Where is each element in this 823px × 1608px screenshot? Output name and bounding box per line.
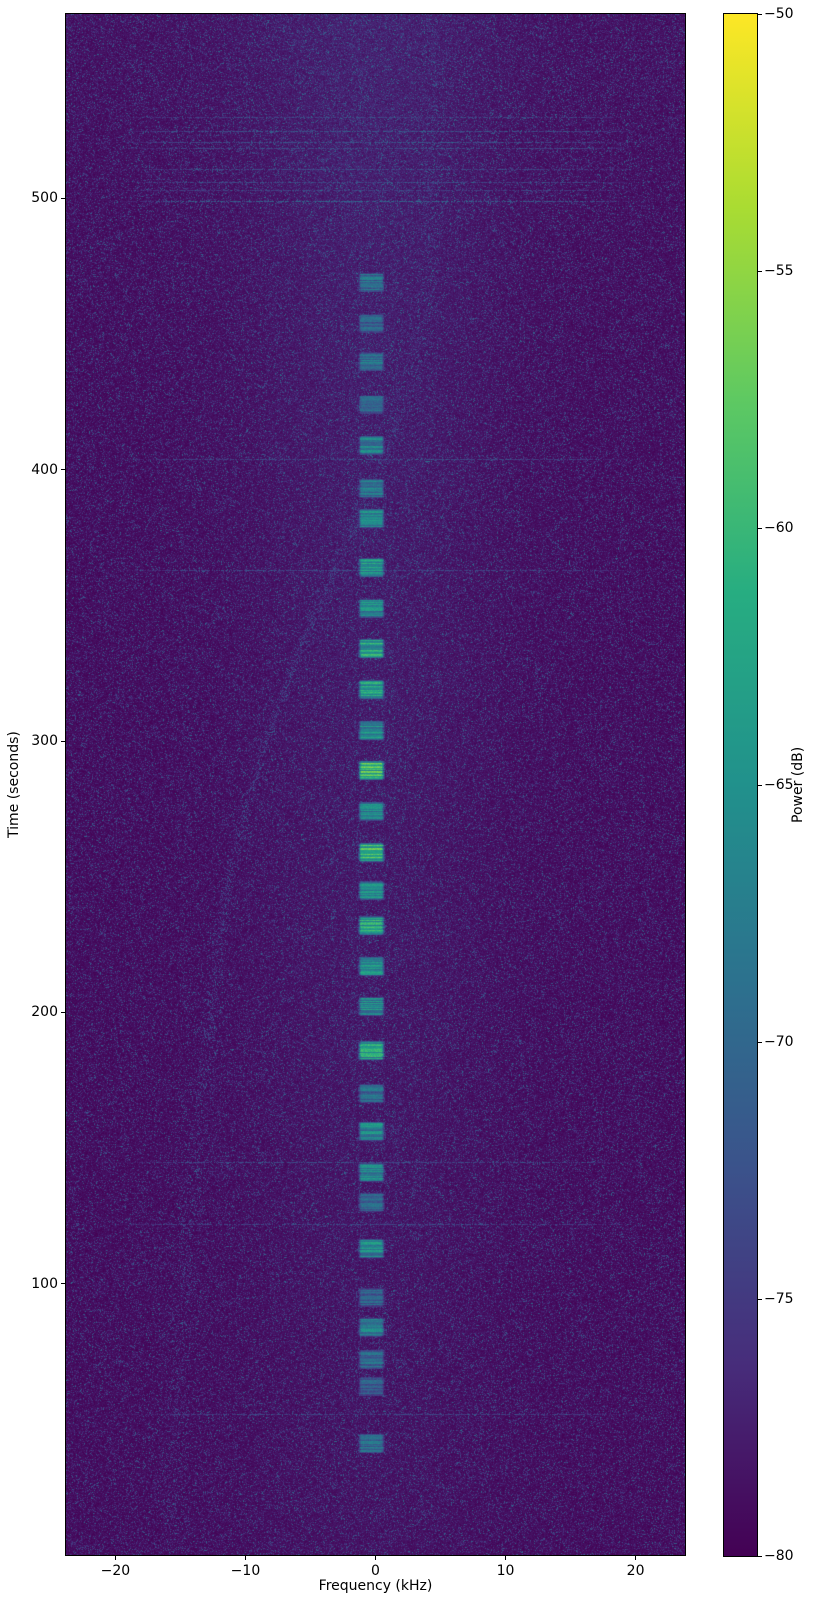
y-axis-label: Time (seconds) [6, 731, 22, 838]
x-tick-label: 10 [496, 1563, 515, 1579]
colorbar-tick-label: −65 [764, 777, 794, 793]
x-tick-mark [114, 1556, 116, 1560]
y-tick-label: 100 [31, 1275, 58, 1292]
colorbar-gradient [724, 14, 757, 1556]
y-tick-mark [61, 197, 65, 199]
plot-frame [65, 13, 686, 1556]
colorbar-tick-label: −70 [764, 1034, 794, 1050]
x-tick-label: −20 [100, 1563, 131, 1579]
x-tick-label: 20 [626, 1563, 645, 1579]
x-tick-mark [244, 1556, 246, 1560]
y-tick-mark [61, 1011, 65, 1013]
x-tick-label: −10 [230, 1563, 261, 1579]
y-tick-mark [61, 469, 65, 471]
x-axis-label: Frequency (kHz) [318, 1578, 433, 1594]
y-tick-mark [61, 1283, 65, 1285]
colorbar-tick-mark [758, 270, 762, 272]
y-tick-label: 300 [31, 733, 58, 750]
x-tick-mark [505, 1556, 507, 1560]
y-tick-mark [61, 740, 65, 742]
colorbar-tick-label: −75 [764, 1291, 794, 1307]
colorbar [723, 13, 758, 1557]
colorbar-tick-label: −60 [764, 520, 794, 536]
colorbar-tick-mark [758, 1041, 762, 1043]
colorbar-tick-mark [758, 1298, 762, 1300]
x-tick-mark [635, 1556, 637, 1560]
y-tick-label: 200 [31, 1004, 58, 1021]
colorbar-tick-mark [758, 1555, 762, 1557]
spectrogram-heatmap [66, 14, 685, 1555]
colorbar-tick-label: −80 [764, 1548, 794, 1564]
colorbar-label: Power (dB) [790, 746, 806, 824]
x-tick-label: 0 [371, 1563, 380, 1579]
colorbar-tick-mark [758, 784, 762, 786]
colorbar-tick-label: −55 [764, 263, 794, 279]
colorbar-tick-mark [758, 13, 762, 15]
colorbar-tick-mark [758, 527, 762, 529]
x-tick-mark [375, 1556, 376, 1560]
y-tick-label: 500 [31, 190, 58, 207]
colorbar-tick-label: −50 [764, 6, 794, 22]
y-tick-label: 400 [31, 461, 58, 478]
